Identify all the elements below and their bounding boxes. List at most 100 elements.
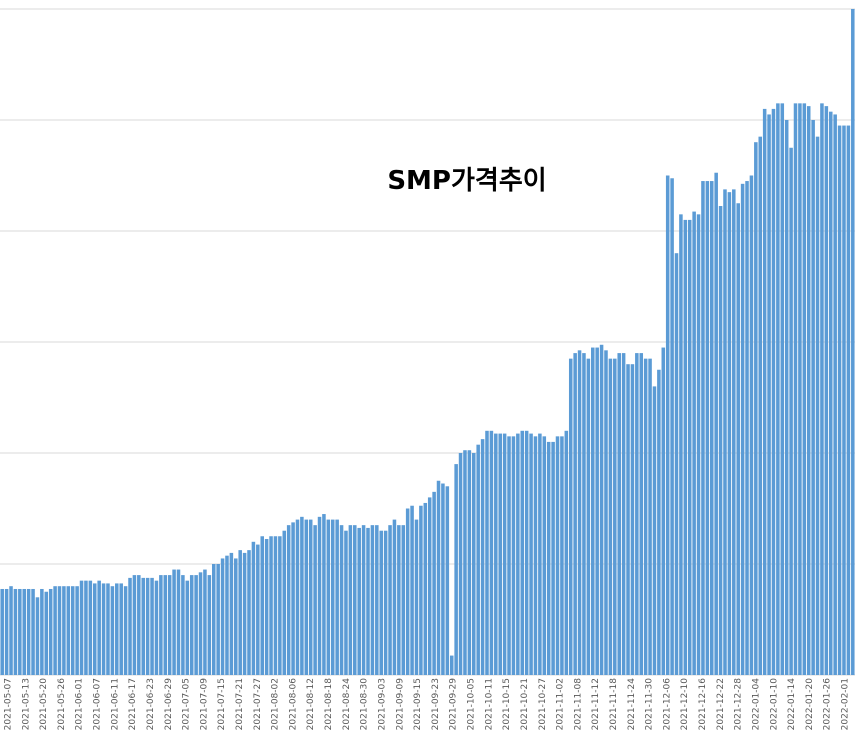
- bar: [445, 486, 450, 675]
- bar: [220, 558, 225, 675]
- bar: [115, 583, 119, 675]
- bar: [630, 364, 635, 675]
- x-tick-label: 2021-05-20: [39, 678, 49, 731]
- bar: [657, 369, 661, 675]
- bar: [242, 552, 247, 675]
- bar: [806, 106, 811, 676]
- bar: [53, 586, 57, 675]
- bar: [203, 569, 207, 675]
- bar: [542, 436, 547, 675]
- x-tick-label: 2021-10-21: [520, 678, 530, 730]
- bar: [789, 147, 793, 675]
- x-tick-label: 2021-07-09: [199, 678, 209, 731]
- bar: [44, 591, 49, 675]
- x-tick-label: 2021-06-07: [93, 678, 103, 730]
- bar: [494, 433, 498, 675]
- x-tick-label: 2021-12-10: [680, 678, 690, 731]
- bar: [533, 436, 538, 675]
- x-tick-label: 2022-01-04: [751, 678, 761, 731]
- x-tick-label: 2021-11-02: [556, 678, 566, 730]
- bar: [388, 525, 392, 675]
- x-tick-label: 2021-08-06: [288, 678, 298, 731]
- x-tick-label: 2022-01-26: [823, 678, 833, 731]
- bar: [502, 433, 507, 675]
- bar: [154, 580, 159, 675]
- bar: [123, 586, 128, 675]
- bar: [833, 114, 837, 675]
- bar: [670, 178, 674, 675]
- bar: [652, 386, 657, 675]
- x-tick-label: 2021-11-12: [591, 678, 601, 730]
- bar: [732, 189, 736, 676]
- x-tick-label: 2021-08-12: [306, 678, 316, 730]
- bar: [454, 464, 458, 675]
- bar: [141, 577, 145, 676]
- bar: [701, 181, 705, 676]
- bar: [762, 108, 767, 675]
- bar: [639, 353, 644, 675]
- bar: [79, 580, 84, 675]
- bar: [467, 450, 472, 675]
- bar: [40, 588, 44, 675]
- bar: [9, 586, 13, 675]
- bar: [361, 525, 366, 675]
- x-tick-label: 2021-06-29: [164, 678, 174, 731]
- bar: [379, 530, 383, 675]
- bar: [498, 433, 502, 675]
- bar: [551, 441, 555, 675]
- bar: [97, 580, 101, 675]
- bar: [22, 588, 27, 675]
- x-tick-label: 2021-06-23: [146, 678, 156, 730]
- bar: [88, 580, 93, 675]
- bar: [568, 358, 573, 675]
- bar: [375, 525, 379, 675]
- bar: [621, 353, 626, 675]
- bar: [119, 583, 123, 675]
- chart-title: SMP가격추이: [387, 166, 547, 196]
- bar: [599, 344, 604, 675]
- x-tick-label: 2021-05-07: [4, 678, 14, 730]
- bar: [793, 103, 798, 676]
- bar: [635, 353, 639, 675]
- bar: [137, 575, 141, 675]
- bar: [70, 586, 75, 675]
- x-tick-label: 2021-12-28: [734, 678, 744, 731]
- x-tick-label: 2021-11-08: [573, 678, 583, 731]
- bar: [18, 588, 22, 675]
- bar: [740, 183, 745, 675]
- bar: [476, 444, 480, 675]
- bar: [679, 214, 683, 675]
- bar: [613, 358, 617, 675]
- bar: [705, 181, 710, 676]
- bar: [31, 588, 35, 675]
- bar: [282, 530, 287, 675]
- bar: [851, 9, 855, 675]
- x-tick-label: 2021-05-13: [21, 678, 31, 730]
- bar: [247, 550, 251, 676]
- bar: [286, 525, 291, 675]
- x-tick-label: 2021-11-24: [627, 678, 637, 731]
- bar: [626, 364, 630, 675]
- x-tick-label: 2021-09-23: [431, 678, 441, 730]
- bar: [128, 577, 132, 676]
- bar: [392, 519, 397, 675]
- bar: [811, 120, 815, 675]
- bar: [256, 544, 260, 675]
- bar: [410, 505, 414, 675]
- bar: [304, 519, 309, 675]
- bar: [710, 181, 714, 676]
- bar: [225, 555, 229, 675]
- bar: [216, 564, 220, 675]
- bar: [4, 588, 9, 675]
- bar: [586, 358, 591, 675]
- bar: [176, 569, 181, 675]
- bar: [582, 353, 586, 675]
- bar: [273, 536, 278, 675]
- bar: [62, 586, 66, 675]
- bar: [339, 525, 344, 675]
- bar: [560, 436, 564, 675]
- bar: [167, 575, 172, 675]
- bar: [829, 111, 833, 676]
- bar: [507, 436, 511, 675]
- bar: [101, 583, 106, 675]
